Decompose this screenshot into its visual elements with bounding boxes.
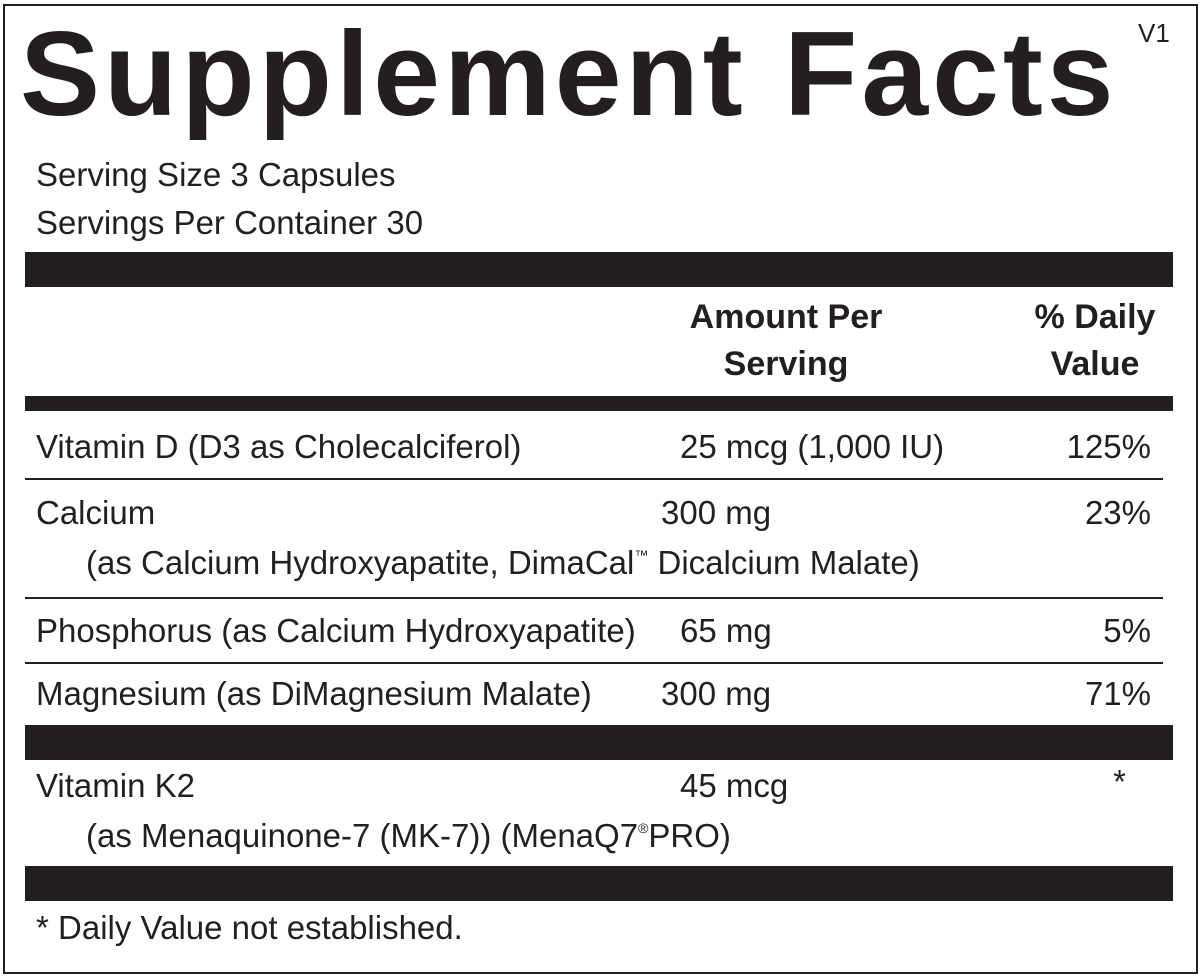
divider-bar [25,252,1173,287]
row-divider [25,597,1163,599]
header-line: % Daily [1034,298,1156,336]
nutrient-dv: 5% [1103,612,1151,649]
header-line: Amount Per [689,298,883,336]
servings-per-container: Servings Per Container 30 [36,204,424,241]
nutrient-name: Magnesium (as DiMagnesium Malate) [36,675,592,712]
nutrient-amount: 300 mg [661,675,772,712]
nutrient-name: Phosphorus (as Calcium Hydroxyapatite) [36,612,636,649]
amount-per-serving-header: Amount Per Serving [660,294,912,388]
nutrient-dv: * [1113,763,1126,800]
trademark-mark: ™ [634,547,649,563]
version-label: V1 [1138,18,1170,48]
nutrient-source: (as Menaquinone-7 (MK-7)) (MenaQ7®PRO) [86,819,731,852]
nutrient-name: Calcium [36,494,156,531]
nutrient-name: Vitamin K2 [36,767,195,804]
source-text: (as Menaquinone-7 (MK-7)) (MenaQ7 [86,817,639,854]
label-title: Supplement Facts [20,7,1118,141]
header-line: Serving [723,345,849,383]
registered-mark: ® [638,820,649,836]
daily-value-header: % Daily Value [1010,294,1180,388]
nutrient-dv: 23% [1084,494,1151,531]
nutrient-amount: 65 mg [680,612,772,649]
serving-size: Serving Size 3 Capsules [36,156,396,193]
row-divider [25,478,1163,480]
header-line: Value [1050,345,1140,383]
footnote: * Daily Value not established. [36,909,463,946]
divider-bar [25,725,1173,760]
source-text: (as Calcium Hydroxyapatite, DimaCal [86,544,635,581]
source-text: Dicalcium Malate) [648,544,920,581]
nutrient-amount: 25 mcg (1,000 IU) [680,428,945,465]
row-divider [25,662,1163,664]
source-text: PRO) [648,817,731,854]
divider-bar [25,866,1173,901]
nutrient-name: Vitamin D (D3 as Cholecalciferol) [36,428,522,465]
nutrient-dv: 125% [1066,428,1151,465]
label-border [3,4,1198,974]
nutrient-source: (as Calcium Hydroxyapatite, DimaCal™ Dic… [86,546,920,579]
divider-bar [25,396,1173,411]
nutrient-amount: 300 mg [661,494,772,531]
nutrient-dv: 71% [1084,675,1151,712]
nutrient-amount: 45 mcg [680,767,789,804]
